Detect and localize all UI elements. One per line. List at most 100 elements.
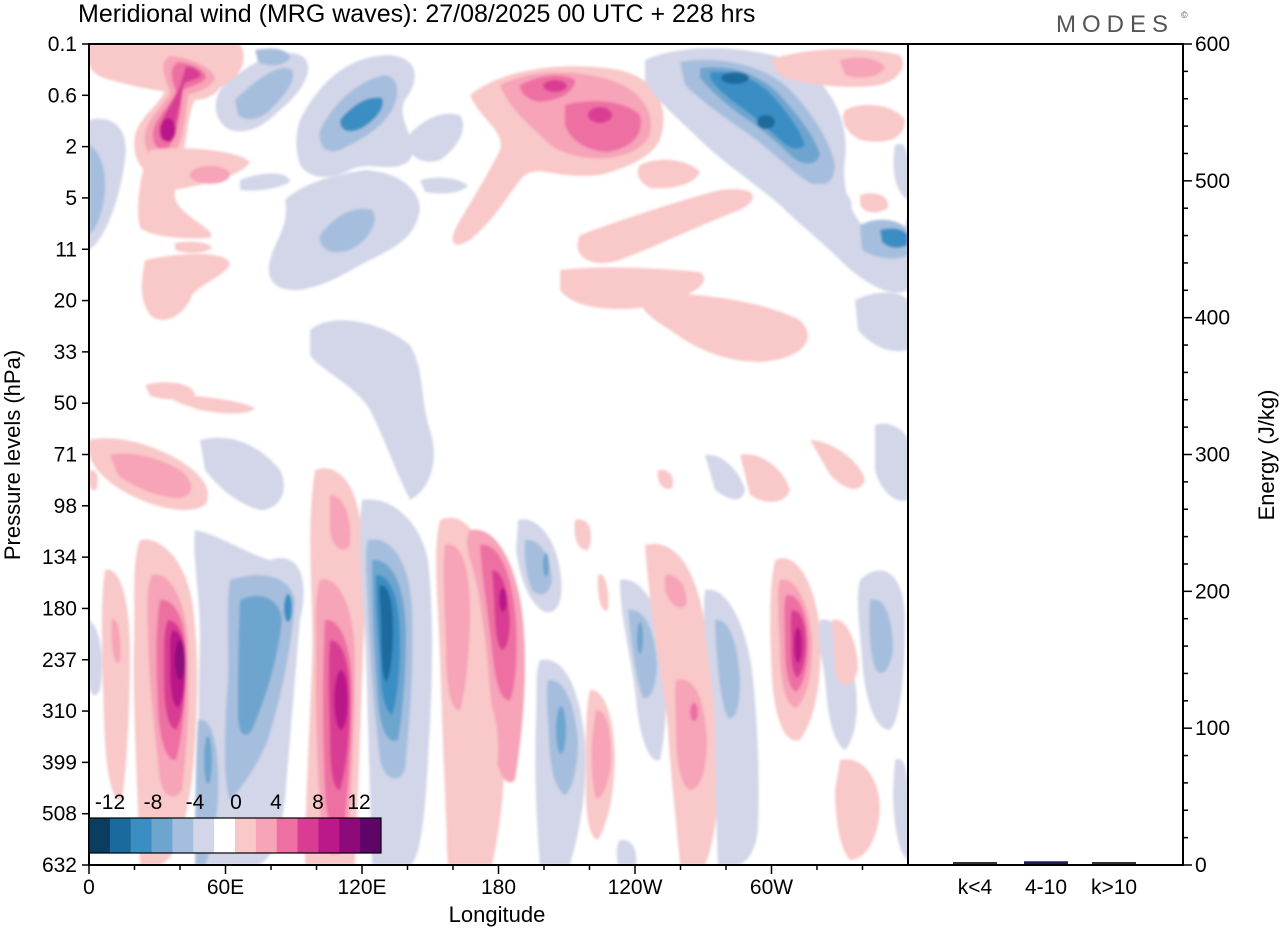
colorbar-label: 4: [270, 791, 282, 814]
energy-category-label: k<4: [958, 876, 993, 899]
contour-band-15e-inner: [111, 619, 121, 663]
y-axis-right: 0 100 200 300 400 500 600: [1183, 33, 1230, 877]
y-axis-label: Pressure levels (hPa): [0, 350, 25, 560]
colorbar-swatch: [151, 818, 173, 853]
brand-mark: ©: [1181, 10, 1188, 20]
energy-tick-label: 200: [1195, 580, 1230, 603]
upper-central: [452, 66, 808, 362]
contour-positive-core-e: [160, 118, 176, 142]
y-tick-label: 5: [65, 187, 77, 210]
contour-negative-east-f: [757, 115, 775, 129]
colorbar-swatch: [297, 818, 319, 853]
contour-bottom-240e: [616, 839, 637, 865]
contour-negative-east-h: [880, 228, 908, 248]
contour-positive-streak: [577, 189, 754, 264]
y-tick-label: 98: [54, 495, 77, 518]
contour-positive-east-b: [840, 57, 885, 78]
x-tick-label: 120W: [608, 876, 663, 899]
contour-band-240e-l2: [628, 609, 657, 699]
x-tick-label: 180: [481, 876, 516, 899]
energy-tick-label: 300: [1195, 444, 1230, 467]
energy-tick-label: 0: [1195, 854, 1207, 877]
contour-positive-band-d: [639, 293, 808, 362]
y-tick-label: 134: [42, 546, 77, 569]
colorbar-label: 12: [347, 791, 370, 814]
contour-positive-patch: [637, 159, 700, 189]
colorbar-swatch: [109, 818, 132, 853]
contour-band-240e-core: [637, 622, 643, 654]
contour-negative-east-mid-b: [705, 454, 745, 500]
energy-bar: [1024, 861, 1068, 864]
colorbar-swatch: [89, 818, 111, 853]
energy-tick-label: 500: [1195, 170, 1230, 193]
contour-positive-central-f: [588, 107, 612, 123]
energy-bar: [1092, 862, 1136, 864]
contour-band-300e-core: [794, 627, 802, 663]
x-tick-label: 60E: [207, 876, 244, 899]
contour-field: [89, 44, 908, 865]
y-tick-label: 310: [42, 700, 77, 723]
energy-bars: [953, 861, 1136, 864]
colorbar-label: -12: [95, 791, 125, 814]
contour-band-345e-right: [893, 759, 908, 860]
contour-band-255e-l2: [665, 574, 687, 608]
contour-negative-plume: [310, 320, 434, 500]
contour-band-70e-l3: [238, 595, 282, 735]
contour-positive-mid-b: [170, 395, 255, 414]
contour-positive-blob-a: [190, 166, 230, 184]
contour-negative-east-i: [893, 143, 908, 200]
energy-tick-label: 100: [1195, 717, 1230, 740]
colorbar-label: -4: [186, 791, 205, 814]
y-tick-label: 2: [65, 136, 77, 159]
colorbar-frame: [88, 817, 382, 854]
contour-band-185e-core: [499, 588, 507, 612]
energy-category-label: k>10: [1091, 876, 1137, 899]
middle-levels: [89, 320, 908, 551]
contour-band-110e-core: [334, 670, 348, 730]
energy-plot-frame: [907, 43, 1184, 866]
contour-band-170e-l2: [443, 544, 470, 711]
energy-bar: [953, 862, 997, 864]
contour-negative-upper-core-c: [340, 97, 383, 132]
colorbar-label: 0: [230, 791, 242, 814]
contour-band-10e-neg: [89, 620, 102, 696]
colorbar-label: -8: [144, 791, 163, 814]
contour-band-218e-top: [597, 574, 609, 611]
contour-band-195e-core: [556, 706, 566, 754]
energy-x-axis: k<4 4-10 k>10: [958, 876, 1137, 899]
contour-negative-east-mid-a: [875, 423, 908, 501]
contour-negative-right-sweep: [405, 113, 464, 162]
contour-negative-left-inner: [89, 145, 106, 235]
contour-band-70e-core: [284, 594, 292, 622]
y-tick-label: 0.1: [48, 33, 77, 56]
contour-negative-east-d: [710, 71, 805, 149]
contour-bottom-145e: [446, 809, 460, 865]
chart-title: Meridional wind (MRG waves): 27/08/2025 …: [78, 0, 755, 28]
contour-bottom-175e: [474, 690, 499, 782]
x-tick-label: 120E: [337, 876, 386, 899]
colorbar-swatch: [214, 818, 236, 853]
colorbar-swatch: [360, 818, 382, 853]
upper-positive-west: [89, 44, 250, 320]
colorbar-label: 8: [312, 791, 324, 814]
contour-band-125e-l5: [379, 585, 394, 682]
y-tick-label: 399: [42, 751, 77, 774]
energy-axis-label: Energy (J/kg): [1254, 390, 1279, 521]
energy-tick-label: 400: [1195, 307, 1230, 330]
y-tick-label: 237: [42, 649, 77, 672]
contour-negative-east-k: [810, 183, 852, 213]
x-tick-label: 0: [83, 876, 95, 899]
contour-positive-mid-d: [110, 453, 192, 498]
contour-band-110e-top: [330, 495, 351, 550]
contour-positive-east-d: [860, 193, 889, 213]
lower-bands: [89, 468, 908, 865]
upper-negative-west: [89, 48, 468, 291]
colorbar-swatch: [235, 818, 257, 853]
contour-negative-east-e: [721, 72, 749, 84]
contour-band-255e-l3: [675, 679, 707, 790]
contour-band-325e-pos: [832, 619, 858, 685]
y-tick-label: 0.6: [48, 84, 77, 107]
contour-band-10e-pos: [89, 469, 98, 491]
contour-band-215e-l2: [591, 710, 612, 799]
